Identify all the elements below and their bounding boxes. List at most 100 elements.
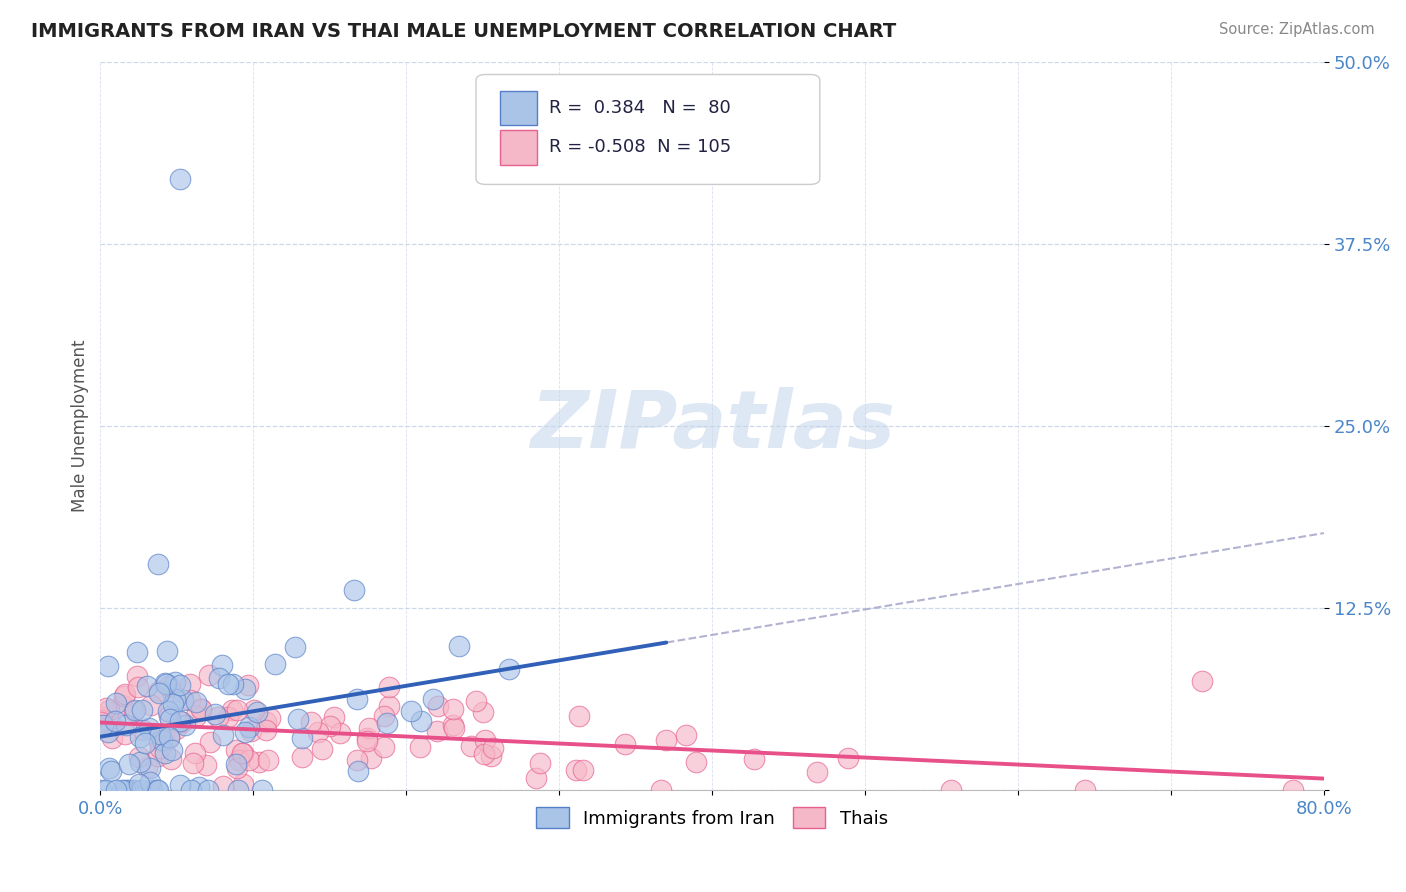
Point bbox=[443, 721, 465, 735]
Point bbox=[153, 676, 176, 690]
Point bbox=[806, 764, 828, 779]
Point bbox=[97, 761, 120, 775]
Point bbox=[211, 657, 233, 672]
Text: Source: ZipAtlas.com: Source: ZipAtlas.com bbox=[1219, 22, 1375, 37]
Point bbox=[252, 783, 274, 797]
Point bbox=[131, 723, 153, 737]
Point bbox=[233, 725, 256, 739]
Point bbox=[97, 725, 120, 739]
Point bbox=[174, 718, 197, 732]
Point bbox=[148, 741, 170, 756]
Point bbox=[180, 783, 202, 797]
Point bbox=[1073, 783, 1095, 797]
Point bbox=[474, 733, 496, 747]
Point bbox=[207, 710, 229, 724]
Point bbox=[90, 714, 112, 729]
Point bbox=[356, 731, 378, 746]
Point bbox=[148, 686, 170, 700]
Point bbox=[90, 709, 112, 723]
Point bbox=[254, 714, 277, 729]
Point bbox=[472, 747, 495, 762]
Point bbox=[138, 722, 160, 736]
Point bbox=[127, 680, 149, 694]
Point bbox=[169, 678, 191, 692]
Point bbox=[159, 709, 181, 723]
Point bbox=[221, 677, 243, 691]
Point bbox=[112, 689, 135, 703]
Point bbox=[172, 693, 194, 707]
Point bbox=[146, 749, 169, 764]
Point bbox=[259, 711, 281, 725]
Point bbox=[148, 558, 170, 572]
Point bbox=[378, 681, 401, 695]
Point bbox=[373, 740, 395, 755]
Point bbox=[409, 740, 432, 755]
Point bbox=[323, 710, 346, 724]
Point bbox=[139, 774, 162, 789]
Point bbox=[169, 714, 191, 728]
Point bbox=[148, 734, 170, 748]
Point bbox=[152, 728, 174, 742]
Point bbox=[232, 746, 254, 760]
Point bbox=[139, 761, 162, 775]
Point bbox=[443, 718, 465, 732]
Point bbox=[136, 759, 159, 773]
Point bbox=[146, 783, 169, 797]
Point bbox=[124, 703, 146, 717]
Point bbox=[357, 721, 380, 735]
Point bbox=[190, 702, 212, 716]
Point bbox=[479, 749, 502, 764]
Point bbox=[89, 783, 111, 797]
Point bbox=[263, 657, 285, 671]
Point bbox=[565, 763, 588, 777]
Point bbox=[568, 709, 591, 723]
Point bbox=[163, 692, 186, 706]
Point bbox=[212, 728, 235, 742]
Point bbox=[287, 712, 309, 726]
Point bbox=[128, 750, 150, 764]
Point bbox=[114, 687, 136, 701]
Point bbox=[186, 708, 208, 723]
Point bbox=[228, 753, 250, 767]
Point bbox=[118, 756, 141, 771]
Point bbox=[114, 783, 136, 797]
Point bbox=[650, 783, 672, 797]
Point bbox=[498, 662, 520, 676]
Point bbox=[157, 731, 180, 746]
Point bbox=[221, 703, 243, 717]
FancyBboxPatch shape bbox=[501, 130, 537, 165]
Point bbox=[156, 643, 179, 657]
Point bbox=[186, 695, 208, 709]
Point bbox=[169, 778, 191, 792]
Point bbox=[100, 731, 122, 745]
Point bbox=[170, 715, 193, 730]
Point bbox=[146, 783, 169, 797]
Point bbox=[233, 681, 256, 696]
Point bbox=[411, 714, 433, 728]
Point bbox=[614, 737, 637, 751]
Point bbox=[128, 777, 150, 791]
Point bbox=[742, 751, 765, 765]
Point bbox=[360, 750, 382, 764]
Point bbox=[239, 724, 262, 739]
Point bbox=[208, 671, 231, 685]
Point bbox=[941, 783, 963, 797]
Point bbox=[426, 698, 449, 713]
Point bbox=[449, 640, 471, 654]
Point bbox=[346, 692, 368, 706]
Point bbox=[136, 679, 159, 693]
Point bbox=[837, 750, 859, 764]
Point bbox=[356, 733, 378, 747]
Point bbox=[97, 658, 120, 673]
Point bbox=[155, 677, 177, 691]
Point bbox=[104, 714, 127, 729]
Point bbox=[238, 720, 260, 734]
Point bbox=[160, 685, 183, 699]
Point bbox=[217, 710, 239, 724]
Point bbox=[162, 697, 184, 711]
Point bbox=[141, 698, 163, 712]
Point bbox=[163, 674, 186, 689]
Point bbox=[256, 753, 278, 767]
Point bbox=[319, 719, 342, 733]
Point bbox=[291, 731, 314, 745]
